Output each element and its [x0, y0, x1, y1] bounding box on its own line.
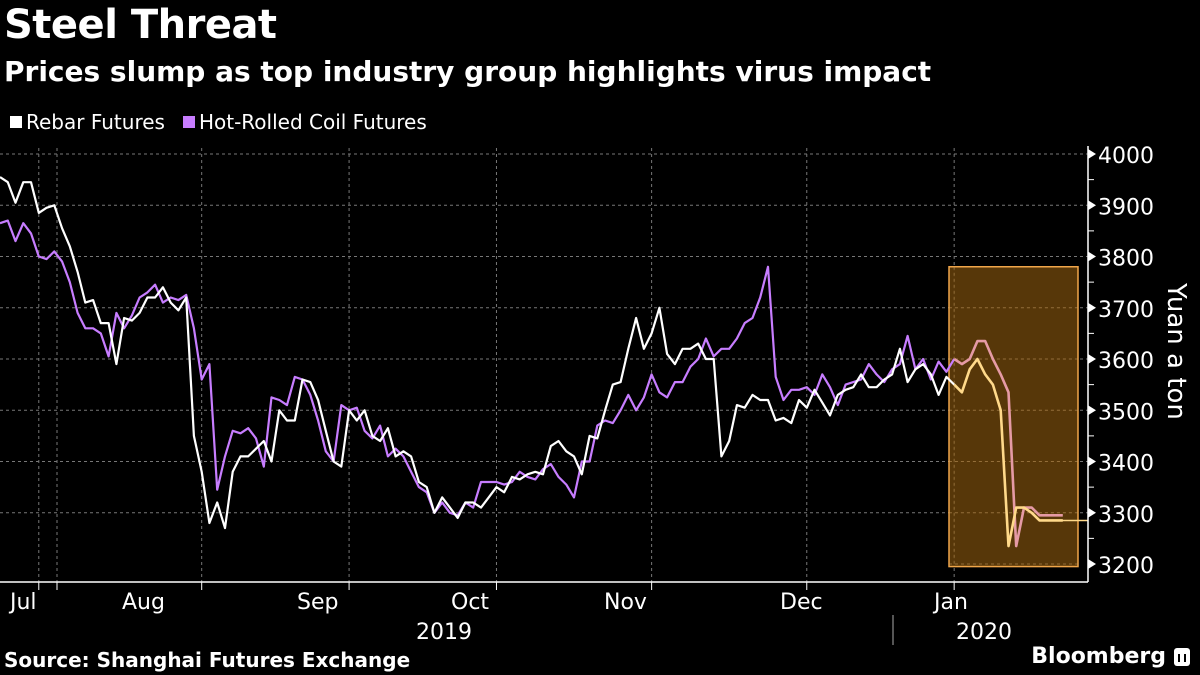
year-label-2019: 2019 — [416, 620, 472, 645]
x-axis-ticks: Jul Aug Sep Oct Nov Dec Jan 2019 2020 — [8, 582, 1012, 645]
y-axis-label: Yuan a ton — [1161, 282, 1191, 420]
x-tick-label: Oct — [451, 590, 489, 615]
y-tick-label: 3800 — [1098, 247, 1154, 272]
x-tick-label: Nov — [604, 590, 647, 615]
series-line-rebar — [0, 176, 955, 530]
legend-label-rebar: Rebar Futures — [26, 110, 165, 134]
y-tick-label: 3900 — [1098, 195, 1154, 220]
y-tick-label: 4000 — [1098, 144, 1154, 169]
legend-item-rebar: Rebar Futures — [10, 110, 165, 134]
y-tick-arrow — [1088, 251, 1096, 262]
brand-name: Bloomberg — [1031, 644, 1166, 669]
y-tick-label: 3400 — [1098, 452, 1154, 477]
series-line-hrc — [0, 219, 956, 517]
series-line-hrc-highlighted — [953, 339, 1063, 548]
legend-swatch-hrc — [182, 116, 195, 128]
brand-logo: Bloomberg — [1031, 644, 1190, 669]
chart-title: Steel Threat — [4, 2, 277, 48]
x-tick-label: Sep — [297, 590, 338, 615]
legend-item-hrc: Hot-Rolled Coil Futures — [182, 110, 427, 134]
y-tick-label: 3700 — [1098, 298, 1154, 323]
chart-subtitle: Prices slump as top industry group highl… — [4, 55, 932, 88]
legend: Rebar Futures Hot-Rolled Coil Futures — [10, 110, 427, 134]
x-tick-label: Dec — [780, 590, 823, 615]
bloomberg-chart-icon — [1174, 647, 1190, 666]
source-note: Source: Shanghai Futures Exchange — [4, 648, 411, 672]
x-tick-label: Aug — [122, 590, 165, 615]
legend-swatch-rebar — [10, 116, 22, 128]
x-tick-label: Jul — [8, 590, 37, 615]
y-tick-arrow — [1088, 559, 1096, 569]
y-tick-arrow — [1088, 405, 1096, 416]
y-tick-label: 3500 — [1098, 400, 1154, 425]
series-lines — [0, 176, 1088, 548]
y-tick-label: 3300 — [1098, 503, 1154, 528]
y-tick-arrow — [1088, 456, 1096, 467]
y-tick-arrow — [1088, 354, 1096, 364]
y-tick-label: 3600 — [1098, 349, 1154, 374]
legend-label-hrc: Hot-Rolled Coil Futures — [198, 110, 427, 134]
y-tick-arrow — [1088, 200, 1096, 211]
series-line-rebar-highlighted — [953, 357, 1063, 548]
grid — [0, 148, 1088, 582]
y-tick-label: 3200 — [1098, 554, 1154, 579]
y-axis-ticks: 4000 3900 3800 3700 3600 3500 3400 3300 3200 — [1088, 144, 1154, 579]
x-tick-label: Jan — [932, 590, 968, 615]
y-tick-arrow — [1088, 302, 1096, 313]
y-tick-arrow — [1088, 149, 1096, 159]
y-tick-arrow — [1088, 507, 1096, 518]
year-label-2020: 2020 — [956, 620, 1012, 645]
